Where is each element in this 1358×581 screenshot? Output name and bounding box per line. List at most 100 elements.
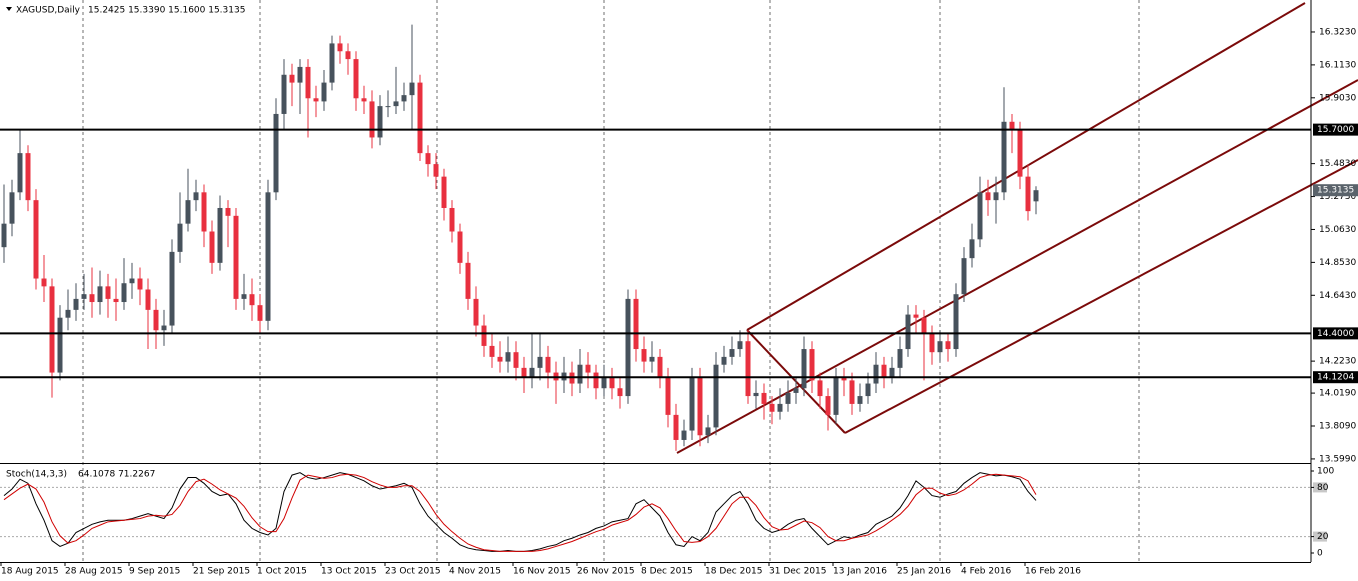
x-tick-label: 4 Feb 2016 [961,567,1012,577]
candle-body [793,388,799,393]
candle-body [745,341,751,397]
candle-body [521,367,527,378]
y-tick-label: 14.0190 [1319,389,1356,399]
candle-body [545,356,551,373]
candle-body [73,298,79,310]
level-label-box [1313,123,1358,136]
candle-body [193,192,199,201]
candle-body [633,298,639,350]
candle-body [41,278,47,287]
stoch-values: 64.1078 71.2267 [78,470,155,480]
candle-body [481,325,487,346]
candle-body [201,192,207,232]
x-tick-label: 23 Oct 2015 [385,567,441,577]
candle-body [937,341,943,353]
candle-body [665,377,671,415]
candle-body [177,223,183,252]
candle-body [1009,121,1015,130]
candle-body [9,192,15,224]
candle-body [625,298,631,397]
candle-body [425,153,431,165]
y-tick-label: 15.0630 [1319,225,1356,235]
candle-body [209,231,215,263]
y-tick-label: 14.2230 [1319,357,1356,367]
x-tick-label: 16 Feb 2016 [1025,567,1081,577]
x-tick-label: 18 Dec 2015 [705,567,763,577]
candle-body [1,223,7,248]
candle-body [617,388,623,397]
candle-body [273,113,279,193]
vertical-grid [82,0,1140,562]
candle-body [849,380,855,404]
candle-body [929,333,935,353]
stoch-tick-label: 20 [1317,532,1329,542]
candle-body [657,356,663,378]
candle-body [65,309,71,318]
candle-body [233,215,239,299]
candle-body [841,377,847,381]
candle-body [681,430,687,440]
candle-body [441,176,447,208]
candle-body [433,164,439,177]
x-tick-label: 4 Nov 2015 [449,567,501,577]
x-tick-label: 25 Jan 2016 [897,567,951,577]
y-tick-label: 15.4830 [1319,159,1356,169]
candle-body [969,239,975,259]
level-label: 15.7000 [1317,125,1354,135]
candle-body [329,43,335,83]
candle-body [577,364,583,384]
x-tick-label: 8 Dec 2015 [641,567,693,577]
candle-body [25,153,31,201]
candle-body [865,383,871,397]
stoch-tick-box [1313,482,1327,493]
candle-body [409,82,415,96]
stoch-title: Stoch(14,3,3) [6,470,67,480]
x-tick-label: 26 Nov 2015 [577,567,635,577]
y-tick-label: 16.3230 [1319,27,1356,37]
candle-body [729,349,735,357]
candle-body [265,192,271,321]
candle-body [249,294,255,306]
candle-body [985,192,991,201]
level-label-box [1313,371,1358,384]
candle-body [769,403,775,412]
level-label: 14.4000 [1317,329,1354,339]
candle-body [377,106,383,138]
candle-body [897,349,903,368]
candle-body [921,317,927,334]
candle-body [345,51,351,60]
candle-body [449,207,455,232]
candle-body [905,314,911,350]
candle-body [513,352,519,368]
candle-body [961,258,967,295]
menu-arrow [6,7,12,11]
candle-body [817,380,823,397]
candle-body [321,82,327,102]
candle-body [609,377,615,389]
candle-body [305,66,311,99]
candle-body [889,367,895,378]
ohlc-text: 15.2425 15.3390 15.1600 15.3135 [88,6,245,16]
candle-body [497,356,503,362]
candle-body [337,43,343,52]
candle-body [1017,129,1023,177]
candle-body [289,74,295,83]
candle-body [33,200,39,279]
candle-body [601,377,607,389]
candle-body [185,200,191,224]
candle-body [705,427,711,436]
stoch-tick-label: 100 [1317,467,1334,477]
candle-body [673,414,679,440]
candle-body [529,367,535,378]
candle-body [761,392,767,404]
candle-body [145,289,151,310]
candle-body [801,349,807,389]
candle-body [777,403,783,412]
candle-body [537,356,543,368]
candle-body [153,309,159,331]
x-tick-label: 16 Nov 2015 [513,567,571,577]
y-tick-label: 13.5990 [1319,454,1356,464]
candle-body [489,345,495,357]
